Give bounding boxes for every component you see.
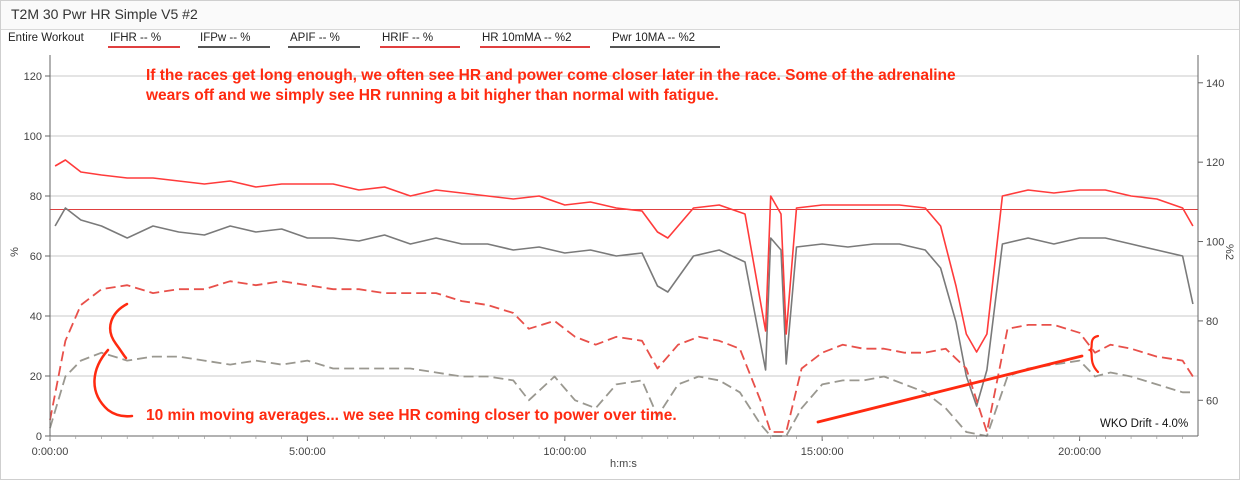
x-tick-label: 10:00:00 (543, 446, 586, 458)
annotation-curve-upper (109, 302, 129, 360)
legend-item-apif[interactable]: APIF -- % (290, 32, 340, 44)
series-line-ifhr (54, 159, 1194, 353)
x-ticks: 0:00:00 5:00:00 10:00:00 15:00:00 20:00:00 (32, 436, 1183, 458)
series-line-pwr-10ma (49, 351, 1193, 437)
y-left-axis-label: % (9, 247, 21, 257)
window-titlebar: T2M 30 Pwr HR Simple V5 #2 (1, 1, 1239, 30)
y-left-tick-label: 20 (30, 371, 42, 383)
series-line-hr-10mma (49, 280, 1194, 433)
y-right-tick-label: 80 (1206, 316, 1218, 328)
legend-item-ifpw[interactable]: IFPw -- % (200, 32, 251, 44)
y-right-tick-label: 140 (1206, 78, 1224, 90)
y-left-ticks: 0 20 40 60 80 100 120 (24, 71, 50, 443)
series-line-ifpw (54, 207, 1194, 407)
drift-readout: WKO Drift - 4.0% (1100, 418, 1189, 430)
series-lines (49, 159, 1194, 437)
x-axis-label: h:m:s (610, 458, 637, 470)
x-tick-label: 20:00:00 (1058, 446, 1101, 458)
y-left-tick-label: 60 (30, 251, 42, 263)
legend-swatch-pwr-ma (610, 46, 720, 48)
legend-swatch-hrif (380, 46, 460, 48)
y-right-axis-label: %2 (1223, 244, 1235, 260)
legend-item-pwr-ma[interactable]: Pwr 10MA -- %2 (612, 32, 696, 44)
y-right-tick-label: 60 (1206, 395, 1218, 407)
y-left-tick-label: 0 (36, 431, 42, 443)
y-left-tick-label: 40 (30, 311, 42, 323)
legend-swatch-ifpw (198, 46, 270, 48)
legend-swatch-ifhr (108, 46, 180, 48)
legend-item-ifhr[interactable]: IFHR -- % (110, 32, 162, 44)
annotation-bottom: 10 min moving averages... we see HR comi… (146, 407, 677, 424)
y-left-tick-label: 80 (30, 191, 42, 203)
legend-range-label[interactable]: Entire Workout (8, 32, 84, 44)
y-left-tick-label: 120 (24, 71, 42, 83)
annotation-brace (1087, 334, 1100, 374)
legend-swatch-hr-ma (480, 46, 590, 48)
x-tick-label: 15:00:00 (801, 446, 844, 458)
annotation-marks (93, 302, 1100, 424)
x-tick-label: 5:00:00 (289, 446, 326, 458)
legend-item-hrif[interactable]: HRIF -- % (382, 32, 434, 44)
y-left-tick-label: 100 (24, 131, 42, 143)
y-right-tick-label: 120 (1206, 157, 1224, 169)
y-right-ticks: 60 80 100 120 140 (1198, 78, 1224, 407)
annotation-trend-line (816, 354, 1084, 424)
x-tick-label: 0:00:00 (32, 446, 69, 458)
y-right-tick-label: 100 (1206, 237, 1224, 249)
grid-lines (50, 75, 1198, 437)
window-title: T2M 30 Pwr HR Simple V5 #2 (11, 6, 198, 22)
legend-item-hr-ma[interactable]: HR 10mMA -- %2 (482, 32, 572, 44)
annotation-top: If the races get long enough, we often s… (146, 67, 956, 104)
legend-swatch-apif (288, 46, 360, 48)
axes (49, 55, 1199, 437)
annotation-curve-lower (93, 348, 134, 418)
